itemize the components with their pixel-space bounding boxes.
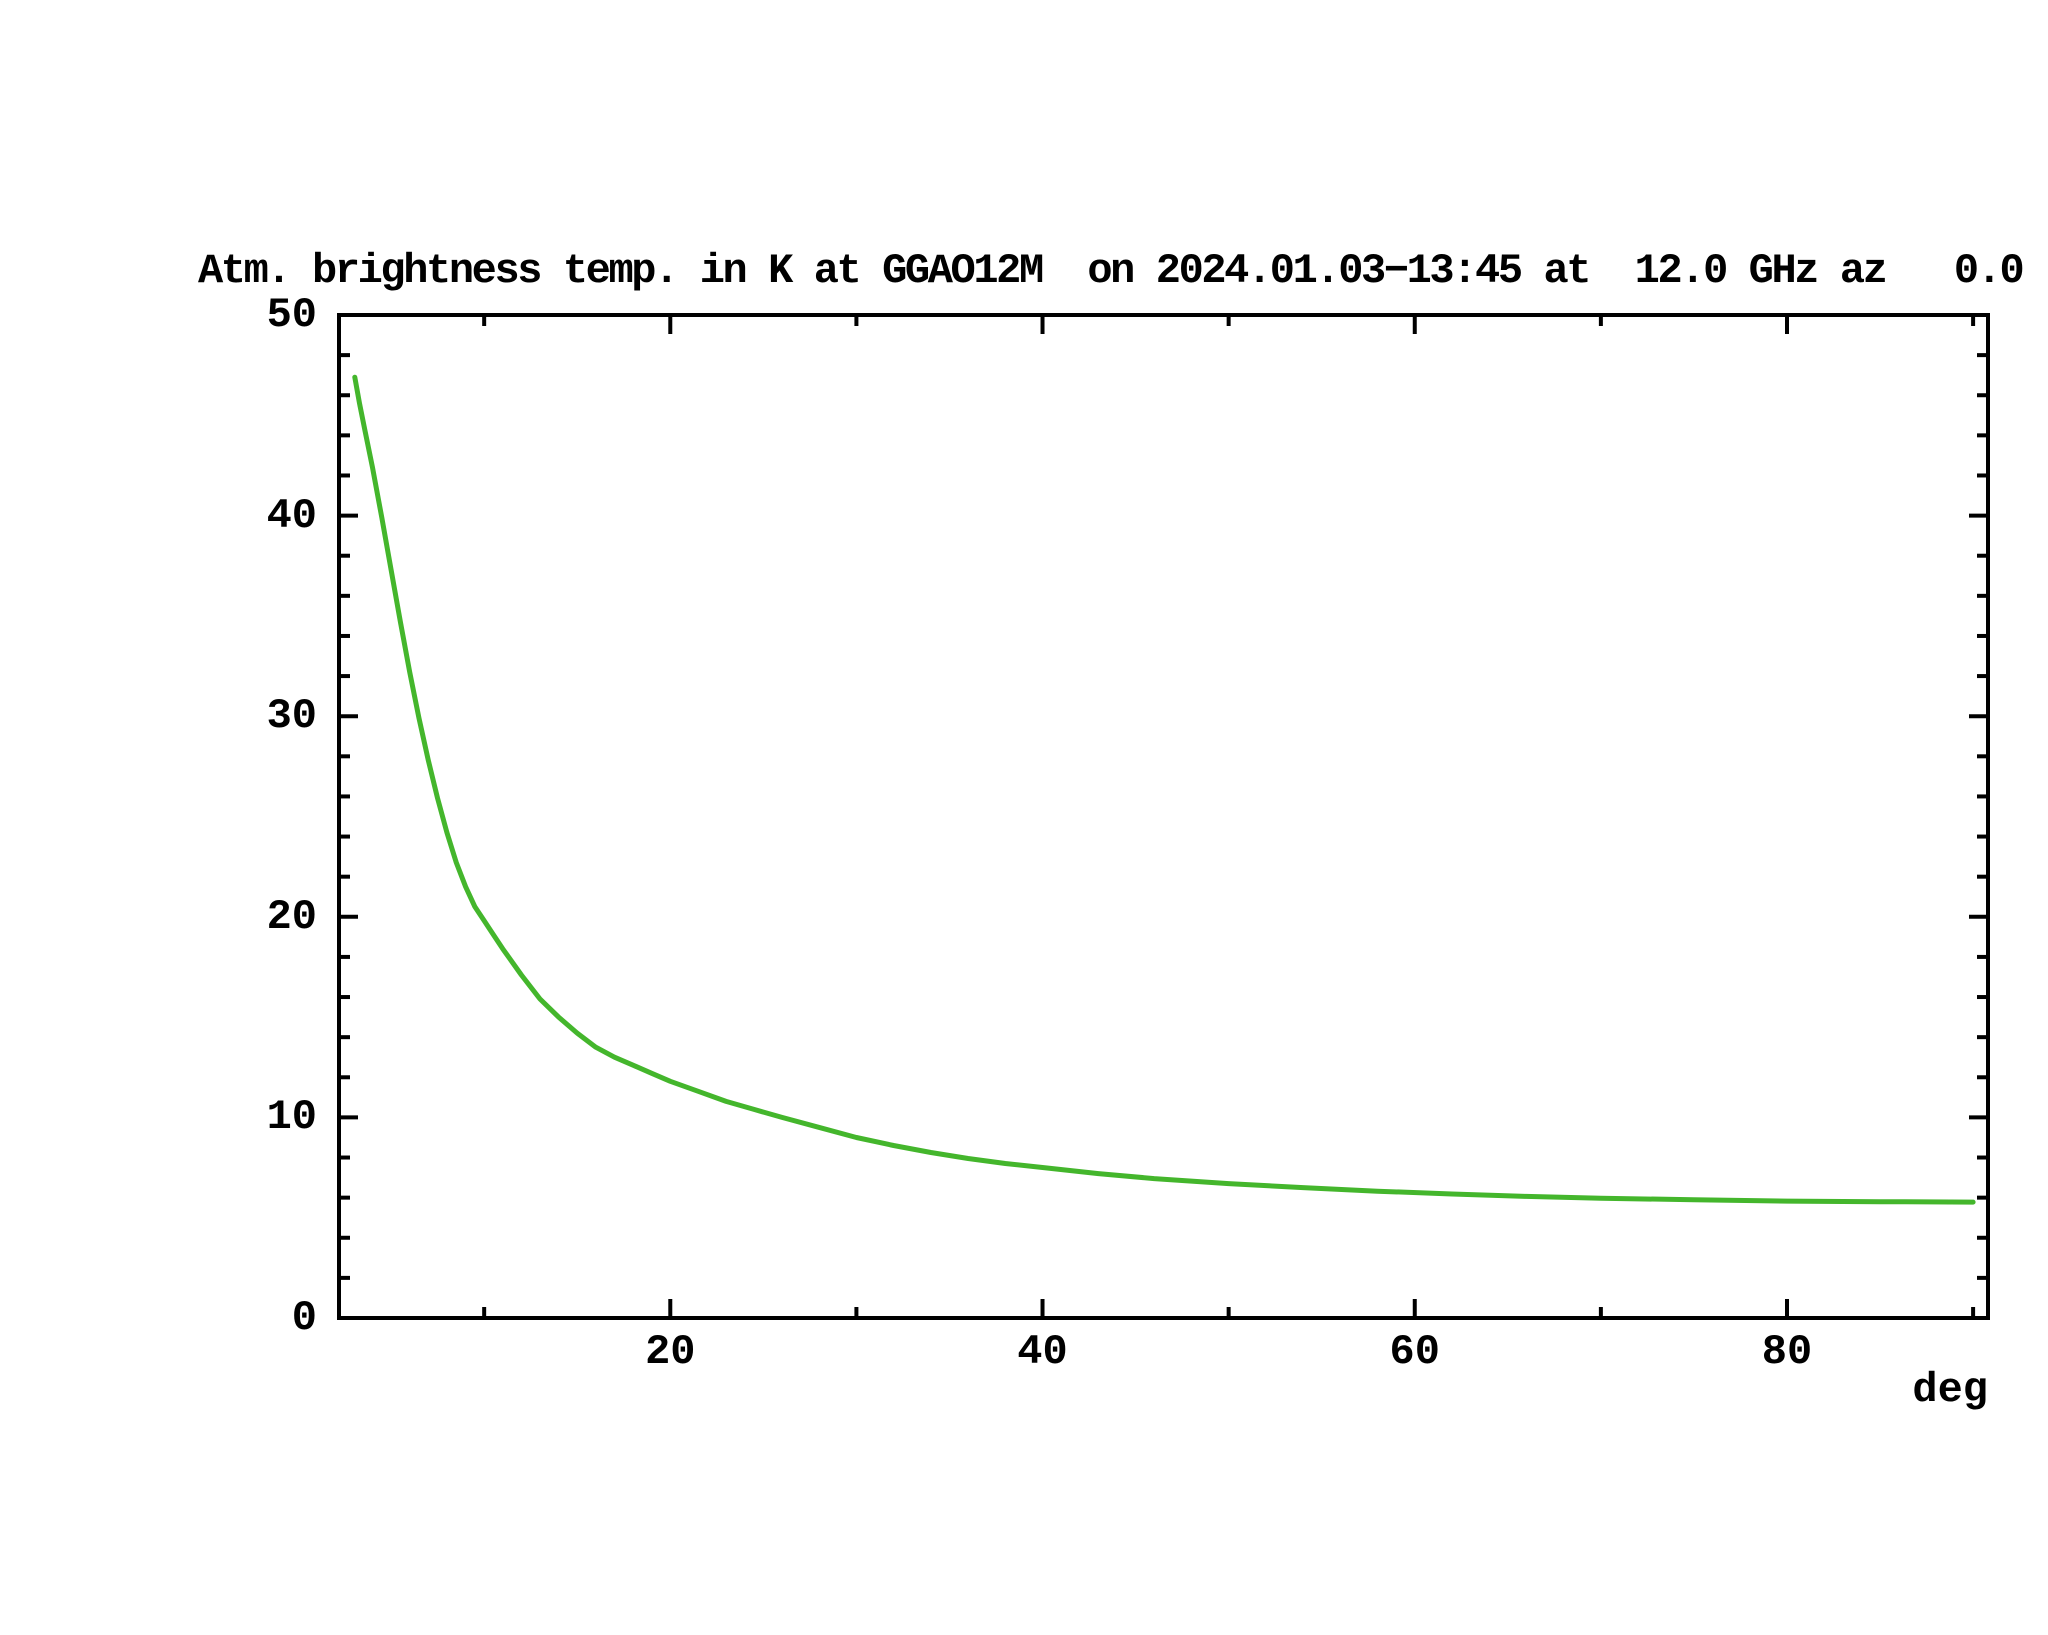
x-tick-label: 40 xyxy=(1017,1328,1068,1376)
y-tick-label: 20 xyxy=(266,892,317,941)
y-tick-label: 40 xyxy=(266,491,317,540)
x-tick-label: 80 xyxy=(1761,1328,1813,1376)
y-tick-label: 0 xyxy=(291,1294,317,1342)
y-tick-label: 30 xyxy=(266,692,317,741)
y-tick-label: 50 xyxy=(266,291,317,339)
chart-title: Atm. brightness temp. in K at GGAO12M on… xyxy=(198,247,2025,295)
x-tick-label: 60 xyxy=(1389,1328,1440,1376)
y-tick-label: 10 xyxy=(266,1093,317,1142)
x-tick-label: 20 xyxy=(645,1328,696,1376)
x-axis-unit-label: deg xyxy=(1912,1366,1988,1414)
